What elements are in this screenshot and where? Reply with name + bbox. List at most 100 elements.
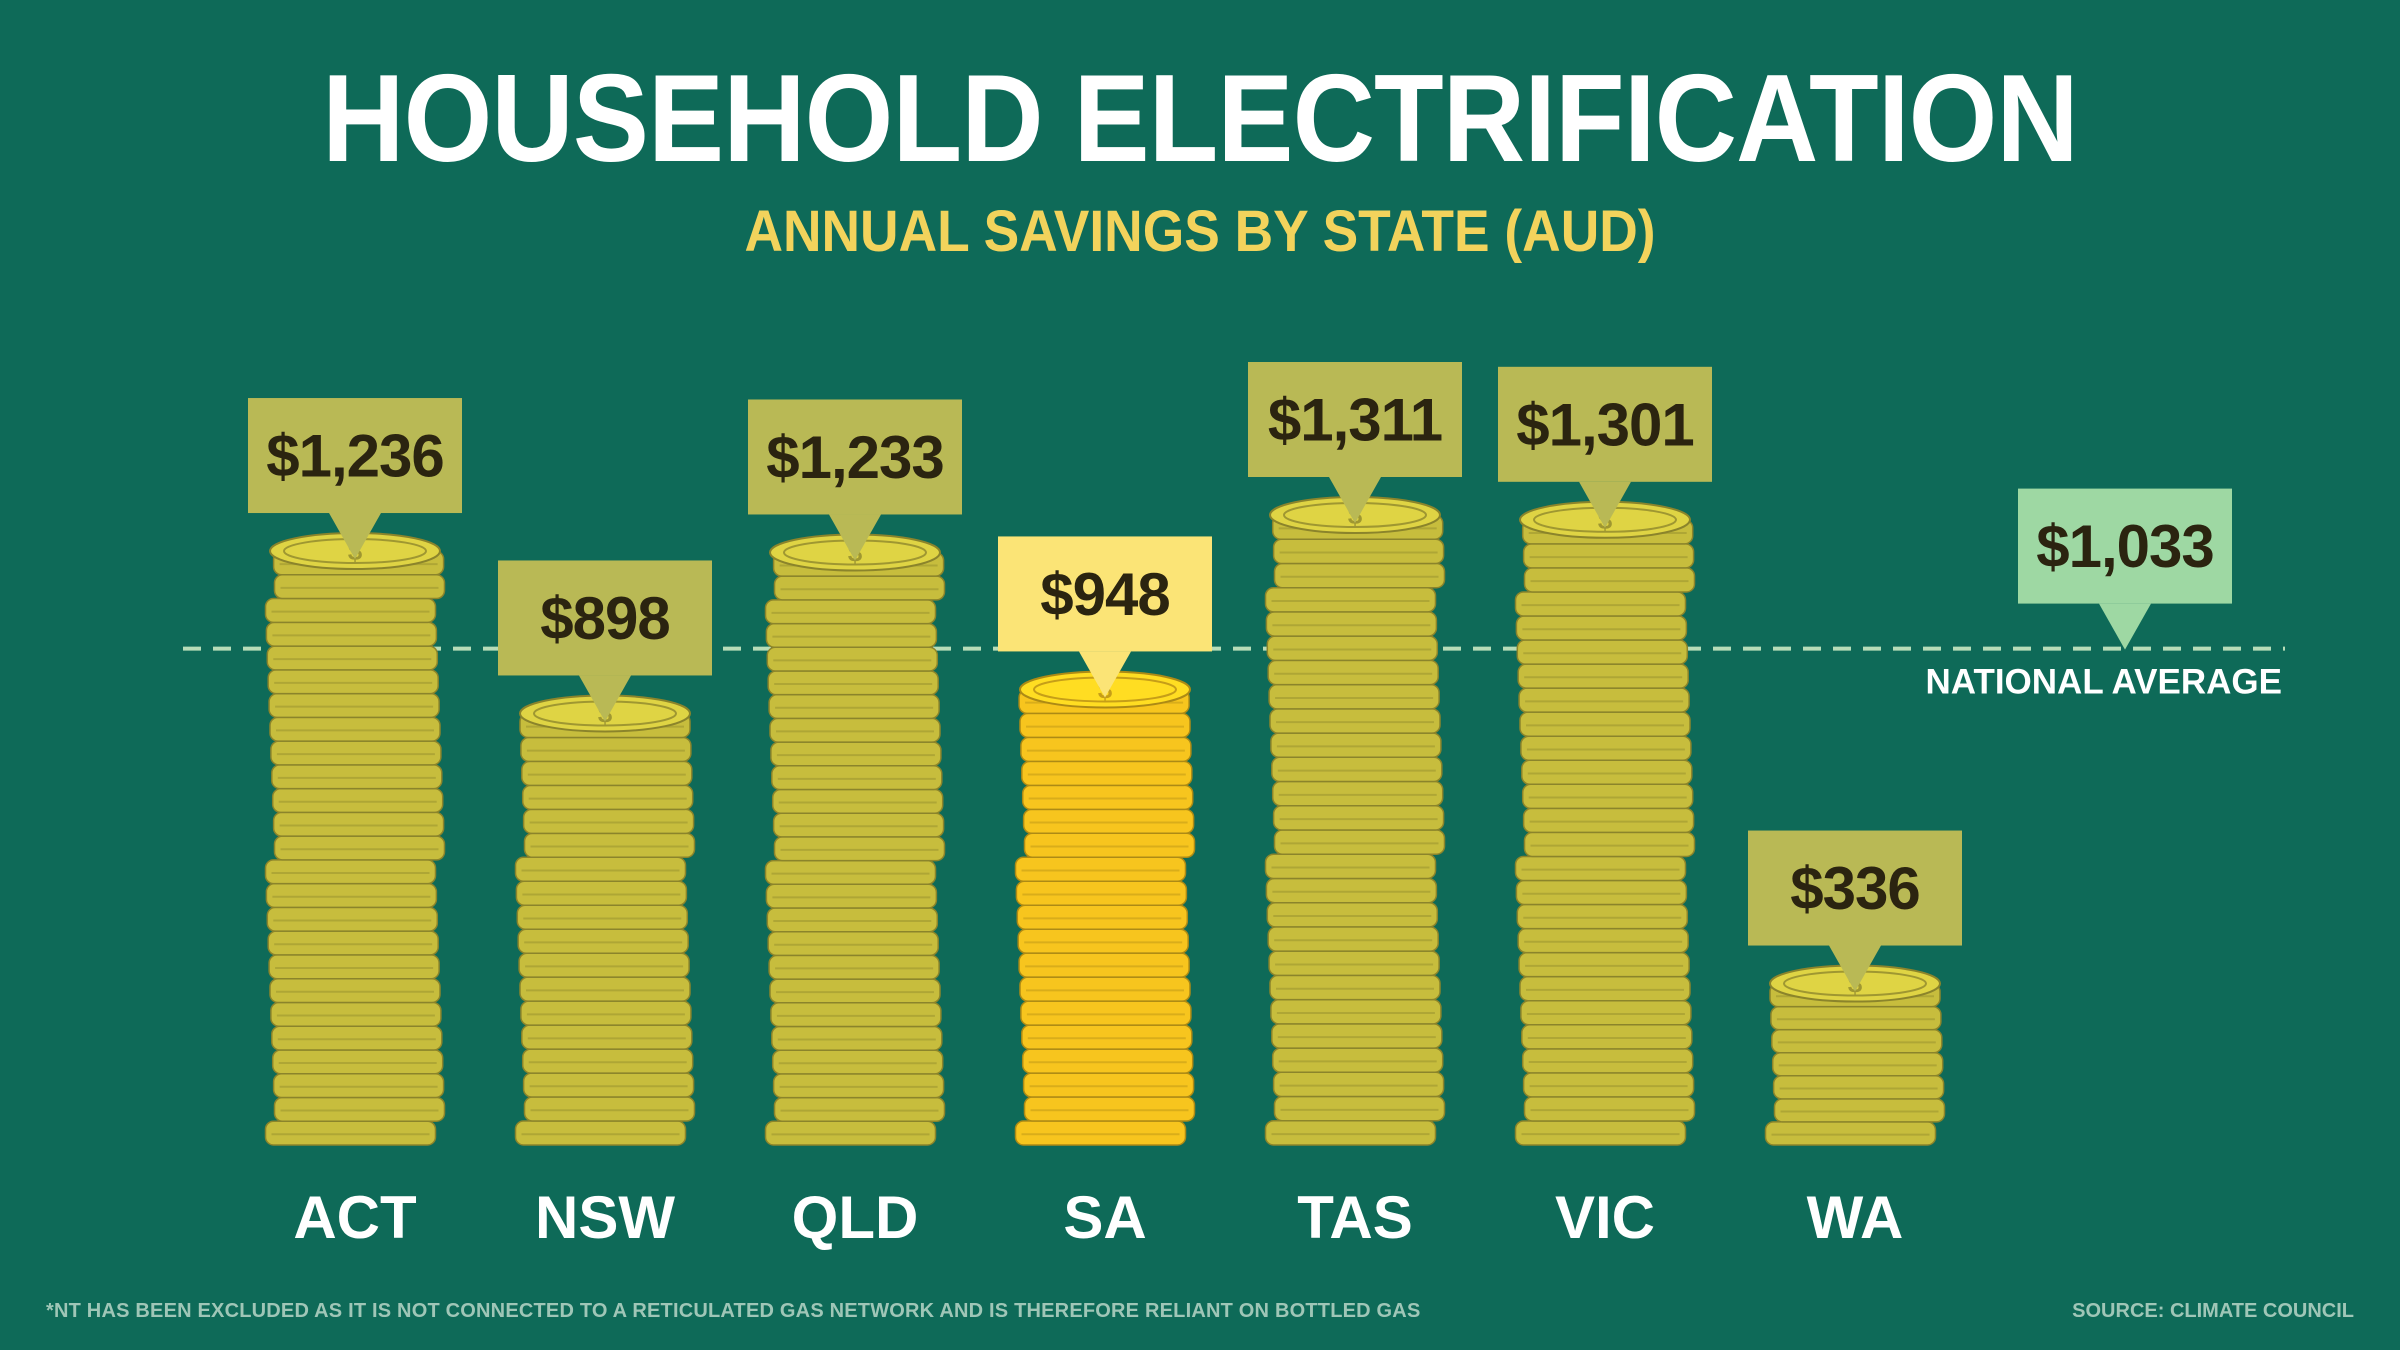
- coin: [266, 906, 439, 932]
- coin: [265, 621, 438, 647]
- bar: $: [1764, 964, 1946, 1146]
- coin: [1517, 927, 1689, 954]
- coin: [514, 1120, 687, 1146]
- value-callout-pointer: [1829, 945, 1881, 992]
- coin: [270, 1001, 442, 1027]
- coin: [1022, 1072, 1195, 1098]
- coin: [271, 1025, 443, 1051]
- coin: [1018, 952, 1190, 978]
- coin: [764, 1120, 937, 1146]
- coin: [1523, 831, 1696, 858]
- coin: [1265, 877, 1438, 904]
- coin: [1272, 538, 1445, 565]
- coin: [521, 1024, 693, 1050]
- coin: [1523, 1096, 1696, 1122]
- coin: [1516, 903, 1689, 930]
- coin: [1521, 1024, 1693, 1050]
- coin: [768, 693, 940, 720]
- coin: [769, 978, 941, 1004]
- coin: [1520, 999, 1692, 1026]
- coin: [764, 859, 937, 886]
- source-note: SOURCE: CLIMATE COUNCIL: [2072, 1300, 2354, 1322]
- data-label: $1,033: [2036, 513, 2214, 580]
- coin: [1522, 543, 1695, 569]
- coin: [1014, 1120, 1187, 1146]
- coin: [1514, 855, 1687, 882]
- coin: [264, 859, 437, 885]
- coin: [764, 599, 937, 625]
- value-callout-pointer: [329, 513, 381, 560]
- coin: [770, 1002, 942, 1028]
- coin: [1015, 880, 1188, 906]
- value-callout-box: [1748, 830, 1962, 946]
- coin: [1264, 586, 1437, 613]
- coin: [273, 835, 446, 861]
- coin: [1014, 856, 1187, 883]
- coin: [1267, 659, 1439, 686]
- x-tick-label: QLD: [792, 1184, 919, 1251]
- coin: [1519, 711, 1691, 737]
- coin: [1269, 974, 1441, 1001]
- coin: [264, 1120, 437, 1146]
- coin: [515, 880, 688, 907]
- coin: [1265, 611, 1438, 637]
- coin: [772, 812, 945, 838]
- coin: [1771, 1028, 1943, 1054]
- coin: [514, 856, 687, 883]
- coin: [1516, 639, 1689, 665]
- x-tick-label: SA: [1063, 1184, 1146, 1251]
- coin: [269, 977, 441, 1004]
- coin: [773, 1096, 946, 1123]
- bar: $: [264, 532, 446, 1146]
- value-callout-pointer: [1329, 477, 1381, 523]
- coin: [767, 930, 939, 957]
- coin: [519, 976, 691, 1002]
- coin: [771, 788, 944, 814]
- average-callout-pointer: [2099, 603, 2151, 650]
- coin: [265, 882, 438, 909]
- coin: [1019, 712, 1191, 739]
- bar: $: [1514, 500, 1696, 1146]
- value-callout-box: [248, 398, 462, 514]
- coin: [1268, 950, 1440, 977]
- coin: [1770, 1005, 1942, 1031]
- coin: [768, 954, 940, 980]
- coin: [521, 1048, 694, 1074]
- coin: [1270, 998, 1442, 1025]
- coin: [272, 811, 445, 837]
- coin: [1022, 808, 1195, 835]
- coin: [1019, 976, 1191, 1002]
- coin: [773, 836, 946, 862]
- value-callout: $1,233: [748, 399, 962, 561]
- coin: [771, 1025, 943, 1051]
- coin: [268, 692, 440, 719]
- coin: [1020, 736, 1192, 763]
- value-callout: $1,301: [1498, 366, 1712, 528]
- average-callout: $1,033: [2018, 488, 2232, 650]
- coin: [269, 716, 441, 742]
- coin: [766, 907, 939, 933]
- bar: $: [514, 694, 696, 1146]
- coin: [1021, 1024, 1193, 1050]
- value-callout-box: [1498, 366, 1712, 482]
- coin: [1020, 1000, 1192, 1026]
- coin: [271, 787, 444, 814]
- coin: [1521, 759, 1693, 786]
- coin: [1519, 975, 1691, 1002]
- coin: [1518, 687, 1690, 713]
- coin: [1772, 1075, 1945, 1100]
- coin: [1273, 562, 1446, 589]
- x-tick-label: TAS: [1297, 1184, 1413, 1251]
- coin: [1023, 832, 1196, 859]
- coin: [1016, 904, 1189, 930]
- coin: [1764, 1121, 1937, 1146]
- coin: [1515, 879, 1688, 906]
- coin: [773, 575, 946, 601]
- coin: [522, 1072, 695, 1098]
- coin: [1269, 708, 1441, 734]
- coin: [1522, 1072, 1695, 1098]
- coin: [273, 1096, 446, 1122]
- coin: [1021, 784, 1194, 811]
- coin: [522, 808, 695, 835]
